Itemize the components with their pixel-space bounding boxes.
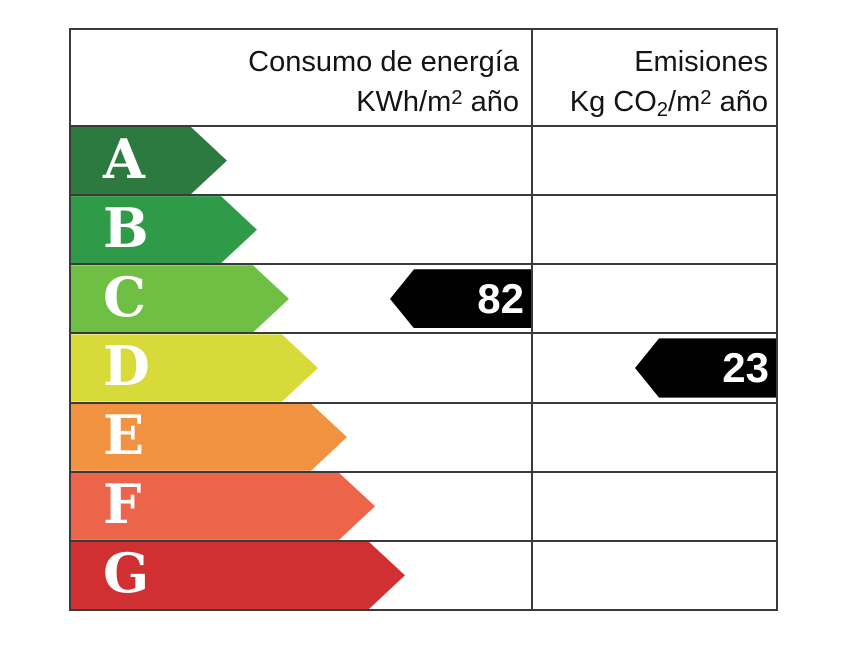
emissions-value: 23 [722, 343, 769, 391]
table-header: Consumo de energía KWh/m2 año Emisiones … [71, 30, 776, 125]
rating-letter: E [103, 403, 145, 468]
rating-row-d: D 23 [71, 332, 776, 401]
rating-arrow-d: D [71, 334, 318, 401]
emissions-column-title: Emisiones [634, 46, 768, 78]
energy-column-title: Consumo de energía [248, 46, 519, 78]
energy-value: 82 [477, 274, 524, 322]
rating-arrow-a: A [71, 127, 227, 194]
energy-column-unit: KWh/m2 año [356, 86, 519, 119]
rating-letter: B [103, 195, 149, 260]
rating-arrow-e: E [71, 404, 347, 471]
rating-row-c: C 82 [71, 263, 776, 332]
rating-row-a: A [71, 125, 776, 194]
rating-arrow-g: G [71, 542, 405, 609]
rating-row-b: B [71, 194, 776, 263]
emissions-column-unit: Kg CO2/m2 año [569, 86, 768, 122]
rating-row-f: F [71, 470, 776, 540]
rating-letter: G [103, 541, 150, 606]
rating-arrow-c: C [71, 265, 289, 332]
emissions-column-header: Emisiones Kg CO2/m2 año [531, 30, 776, 125]
rating-letter: C [103, 264, 146, 329]
rating-letter: D [103, 333, 150, 398]
rating-row-e: E [71, 401, 776, 471]
rating-arrow-f: F [71, 473, 375, 540]
energy-certificate-table: Consumo de energía KWh/m2 año Emisiones … [69, 28, 778, 611]
energy-column-header: Consumo de energía KWh/m2 año [71, 30, 531, 125]
rating-letter: A [103, 126, 145, 191]
rating-arrow-b: B [71, 196, 257, 263]
column-divider [531, 30, 533, 609]
emissions-value-arrow: 23 [635, 338, 776, 398]
energy-value-arrow: 82 [390, 269, 531, 329]
rating-letter: F [103, 472, 142, 537]
rating-row-g: G [71, 539, 776, 609]
